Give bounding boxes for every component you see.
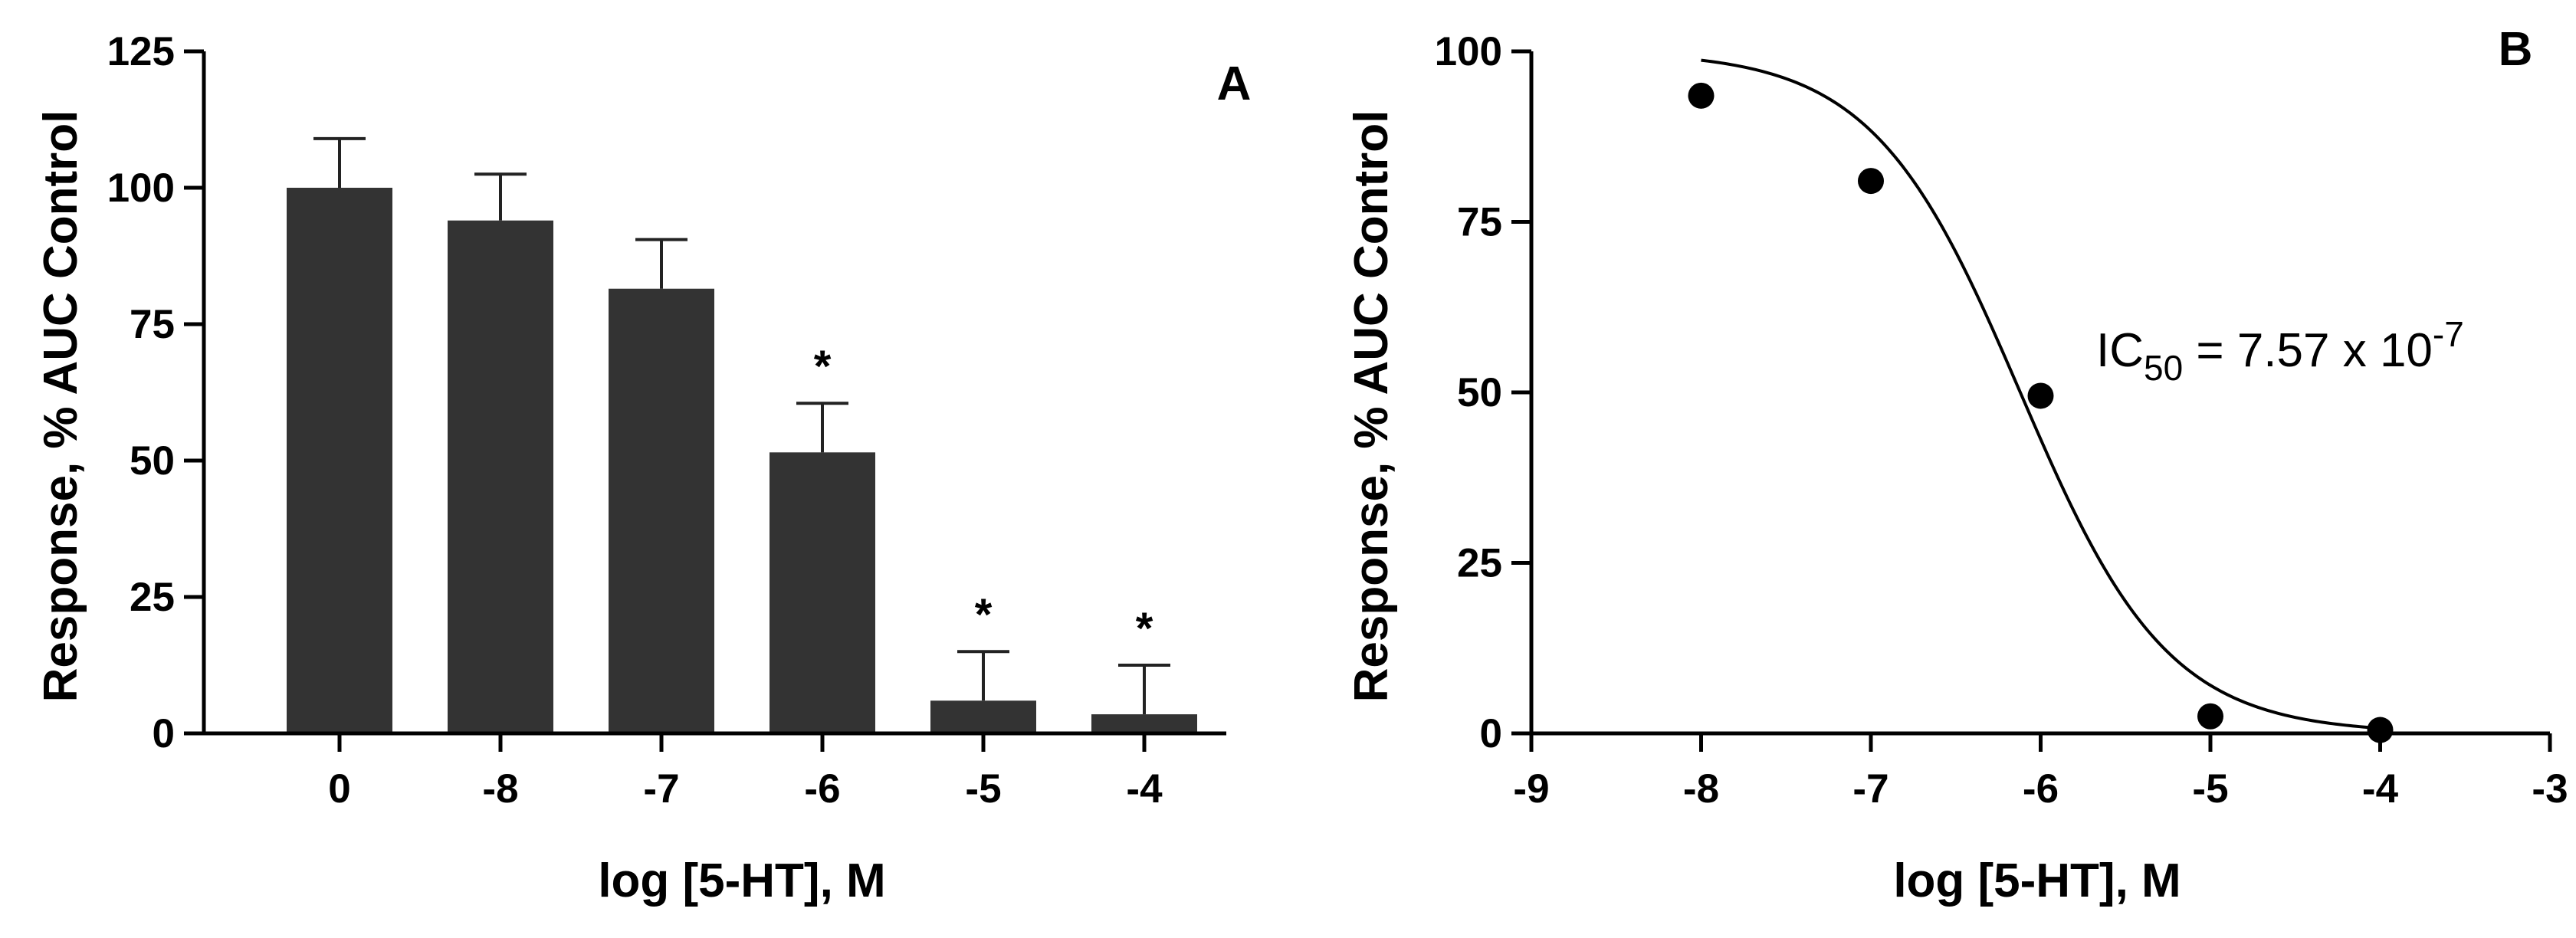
panel-b-x-tick-label: -4 xyxy=(2362,766,2399,812)
panel-a-significance-marks: * * * xyxy=(814,342,1153,654)
panel-a-bars xyxy=(287,188,1197,734)
panel-b-data-points xyxy=(1688,82,2394,743)
panel-a-x-tick-label: -8 xyxy=(482,766,518,812)
panel-a-y-tick-label: 100 xyxy=(107,166,175,211)
panel-b-x-tick-label: -9 xyxy=(1513,766,1549,812)
panel-b-x-tick-label: -6 xyxy=(2023,766,2059,812)
panel-a-x-tick-label: -4 xyxy=(1126,766,1163,812)
panel-b-letter: B xyxy=(2499,23,2533,76)
panel-a-significance-star: * xyxy=(1136,604,1153,654)
panel-a-y-tick-label: 125 xyxy=(107,29,175,74)
ic50-prefix: IC xyxy=(2096,324,2144,377)
panel-b-data-point xyxy=(2027,382,2054,409)
panel-a-x-tick-label: -5 xyxy=(965,766,1001,812)
panel-b-y-tick-label: 25 xyxy=(1457,541,1502,586)
panel-b-y-tick-label: 50 xyxy=(1457,370,1502,415)
panel-a-bar xyxy=(770,452,875,733)
panel-b-data-point xyxy=(2197,703,2223,730)
panel-b-y-tick-label: 75 xyxy=(1457,200,1502,245)
ic50-value: = 7.57 x 10 xyxy=(2183,324,2433,377)
panel-a-y-tick-label: 25 xyxy=(130,575,175,620)
panel-a-bar xyxy=(609,288,714,734)
panel-b-data-point xyxy=(1688,82,1715,109)
panel-a-significance-star: * xyxy=(814,342,832,392)
panel-a-error-bars xyxy=(313,136,1170,715)
panel-b-x-tick-label: -7 xyxy=(1852,766,1889,812)
ic50-subscript: 50 xyxy=(2144,348,2183,388)
panel-a-bar xyxy=(1091,714,1197,733)
panel-a-bar xyxy=(287,188,392,733)
panel-b-data-point xyxy=(2367,717,2394,743)
panel-a-y-tick-label: 75 xyxy=(130,302,175,347)
panel-b-y-axis-title: Response, % AUC Control xyxy=(1345,110,1398,703)
panel-a-x-tick-label: -7 xyxy=(643,766,679,812)
panel-a-bar xyxy=(448,220,553,734)
panel-a-x-tick-label: -6 xyxy=(804,766,840,812)
panel-a-y-tick-label: 50 xyxy=(130,438,175,484)
panel-b-x-tick-label: -8 xyxy=(1683,766,1719,812)
panel-b-x-axis-title: log [5-HT], M xyxy=(1893,854,2181,907)
panel-a-y-axis-title: Response, % AUC Control xyxy=(34,110,87,703)
panel-a-x-ticks: 0 -8 -7 -6 -5 -4 xyxy=(328,733,1163,812)
panel-a-bar xyxy=(930,700,1036,733)
panel-a-x-tick-label: 0 xyxy=(328,766,350,812)
ic50-exponent: -7 xyxy=(2433,314,2464,354)
panel-a-bar-chart: A Response, % AUC Control log [5-HT], M … xyxy=(34,29,1251,907)
panel-b-x-ticks: -9 -8 -7 -6 -5 -4 -3 xyxy=(1513,733,2568,812)
panel-a-significance-star: * xyxy=(975,590,993,640)
panel-b-data-point xyxy=(1858,168,1884,195)
panel-b-fit-curve xyxy=(1701,58,2381,730)
panel-b-y-tick-label: 100 xyxy=(1435,29,1502,74)
panel-a-y-tick-label: 0 xyxy=(153,711,175,756)
panel-b-scatter-chart: B Response, % AUC Control log [5-HT], M … xyxy=(1345,23,2568,907)
panel-a-y-ticks: 0 25 50 75 100 125 xyxy=(107,29,204,756)
panel-a-x-axis-title: log [5-HT], M xyxy=(598,854,885,907)
panel-b-x-tick-label: -5 xyxy=(2192,766,2228,812)
panel-a-letter: A xyxy=(1217,57,1252,110)
panel-b-ic50-annotation: IC50 = 7.57 x 10-7 xyxy=(2096,314,2464,388)
panel-b-y-ticks: 0 25 50 75 100 xyxy=(1435,29,1531,756)
panel-b-x-tick-label: -3 xyxy=(2532,766,2568,812)
panel-b-y-tick-label: 0 xyxy=(1480,711,1502,756)
